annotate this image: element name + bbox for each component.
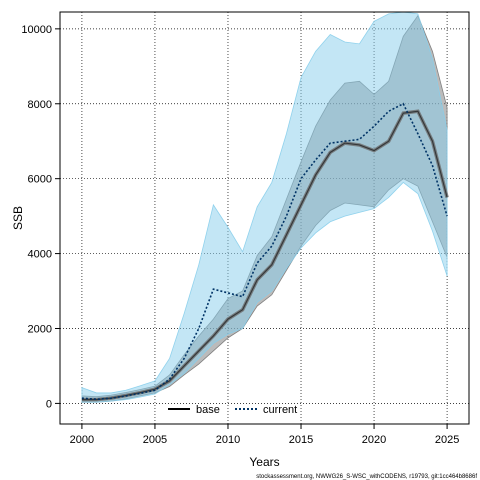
x-tick-label-2020: 2020 bbox=[362, 434, 386, 446]
y-tick-label-10000: 10000 bbox=[21, 24, 52, 36]
x-tick-label-2010: 2010 bbox=[216, 434, 240, 446]
y-tick-label-4000: 4000 bbox=[28, 249, 52, 261]
y-tick-label-0: 0 bbox=[46, 398, 52, 410]
y-tick-label-6000: 6000 bbox=[28, 174, 52, 186]
footnote: stockassessment.org, NWWG26_S-WSC_withCO… bbox=[256, 474, 477, 480]
plot-frame bbox=[59, 11, 470, 425]
band-current bbox=[81, 12, 448, 403]
x-tick-label-2000: 2000 bbox=[70, 434, 94, 446]
y-axis: 0 2000 4000 6000 8000 10000 bbox=[21, 24, 60, 410]
y-tick-label-8000: 8000 bbox=[28, 99, 52, 111]
x-axis-label: Years bbox=[249, 455, 279, 469]
x-tick-label-2015: 2015 bbox=[289, 434, 313, 446]
confidence-bands bbox=[81, 12, 448, 403]
legend-base-label: base bbox=[196, 404, 220, 416]
x-tick-label-2025: 2025 bbox=[435, 434, 459, 446]
legend-current-label: current bbox=[263, 404, 297, 416]
y-tick-label-2000: 2000 bbox=[28, 323, 52, 335]
y-axis-label: SSB bbox=[11, 206, 25, 230]
x-tick-label-2005: 2005 bbox=[143, 434, 167, 446]
x-axis: 2000 2005 2010 2015 2020 2025 bbox=[70, 424, 459, 446]
line-current bbox=[81, 102, 448, 401]
series-lines bbox=[81, 102, 449, 402]
legend: base current bbox=[168, 404, 297, 416]
